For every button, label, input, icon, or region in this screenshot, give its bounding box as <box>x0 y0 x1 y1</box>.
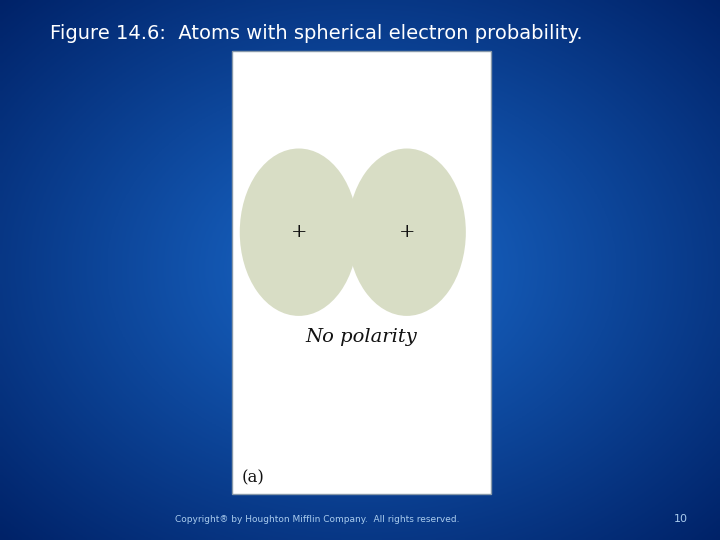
Text: 10: 10 <box>674 514 688 524</box>
Ellipse shape <box>348 148 466 316</box>
Text: +: + <box>291 223 307 241</box>
Bar <box>232 51 491 494</box>
Text: Figure 14.6:  Atoms with spherical electron probability.: Figure 14.6: Atoms with spherical electr… <box>50 24 583 43</box>
Ellipse shape <box>240 148 358 316</box>
Text: Copyright® by Houghton Mifflin Company.  All rights reserved.: Copyright® by Houghton Mifflin Company. … <box>174 515 459 524</box>
Text: +: + <box>399 223 415 241</box>
Text: No polarity: No polarity <box>305 328 418 347</box>
Text: (a): (a) <box>241 469 264 487</box>
